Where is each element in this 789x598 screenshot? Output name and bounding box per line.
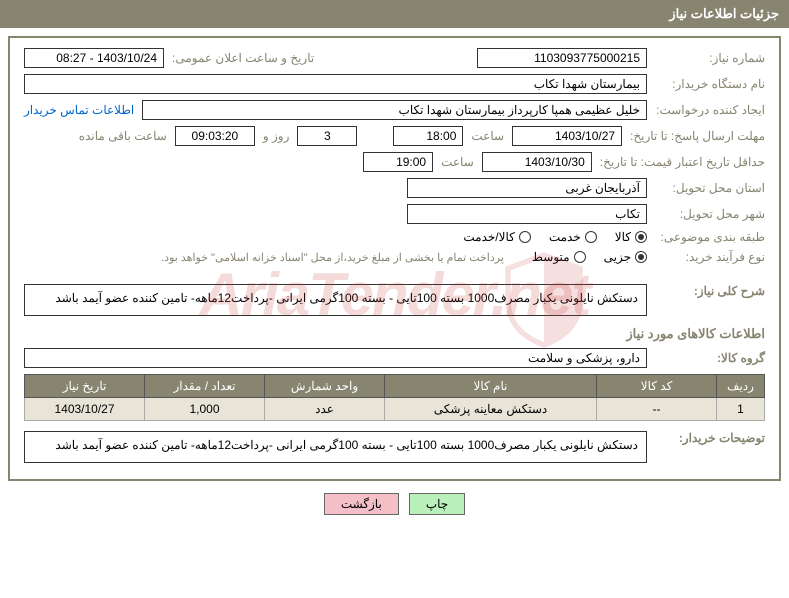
td-row: 1 xyxy=(717,398,765,421)
price-valid-time-label: ساعت xyxy=(441,155,474,169)
row-requester: ایجاد کننده درخواست: خلیل عظیمی همپا کار… xyxy=(24,100,765,120)
radio-medium-label: متوسط xyxy=(532,250,570,264)
group-label: گروه کالا: xyxy=(655,351,765,365)
main-container: شماره نیاز: 1103093775000215 تاریخ و ساع… xyxy=(8,36,781,481)
items-table: ردیف کد کالا نام کالا واحد شمارش تعداد /… xyxy=(24,374,765,421)
remaining-label: ساعت باقی مانده xyxy=(79,129,167,143)
radio-item-medium[interactable]: متوسط xyxy=(532,250,586,264)
radio-service[interactable] xyxy=(585,231,597,243)
buyer-notes-label: توضیحات خریدار: xyxy=(655,431,765,445)
remaining-time-field: 09:03:20 xyxy=(175,126,255,146)
category-label: طبقه بندی موضوعی: xyxy=(655,230,765,244)
summary-text: دستکش نایلونی یکبار مصرف1000 بسته 100تای… xyxy=(24,284,647,316)
td-qty: 1,000 xyxy=(145,398,265,421)
row-summary: شرح کلی نیاز: دستکش نایلونی یکبار مصرف10… xyxy=(24,284,765,316)
buy-process-label: نوع فرآیند خرید: xyxy=(655,250,765,264)
need-number-field: 1103093775000215 xyxy=(477,48,647,68)
th-date: تاریخ نیاز xyxy=(25,375,145,398)
province-field: آذربایجان غربی xyxy=(407,178,647,198)
resp-time-label: ساعت xyxy=(471,129,504,143)
row-buyer-org: نام دستگاه خریدار: بیمارستان شهدا تکاب xyxy=(24,74,765,94)
days-and-label: روز و xyxy=(263,129,290,143)
price-valid-time-field: 19:00 xyxy=(363,152,433,172)
announce-dt-field: 1403/10/24 - 08:27 xyxy=(24,48,164,68)
buyer-org-label: نام دستگاه خریدار: xyxy=(655,77,765,91)
radio-item-service[interactable]: خدمت xyxy=(549,230,597,244)
announce-dt-label: تاریخ و ساعت اعلان عمومی: xyxy=(172,51,314,65)
radio-goods[interactable] xyxy=(635,231,647,243)
radio-item-goods[interactable]: کالا xyxy=(615,230,647,244)
row-buyer-notes: توضیحات خریدار: دستکش نایلونی یکبار مصرف… xyxy=(24,431,765,463)
days-field: 3 xyxy=(297,126,357,146)
items-section-title: اطلاعات کالاهای مورد نیاز xyxy=(24,326,765,342)
table-header-row: ردیف کد کالا نام کالا واحد شمارش تعداد /… xyxy=(25,375,765,398)
process-radio-group: جزیی متوسط xyxy=(532,250,647,264)
price-valid-label: حداقل تاریخ اعتبار قیمت: تا تاریخ: xyxy=(600,155,765,169)
radio-service-label: خدمت xyxy=(549,230,581,244)
payment-note: پرداخت تمام یا بخشی از مبلغ خرید،از محل … xyxy=(161,251,504,264)
resp-date-field: 1403/10/27 xyxy=(512,126,622,146)
row-price-validity: حداقل تاریخ اعتبار قیمت: تا تاریخ: 1403/… xyxy=(24,152,765,172)
resp-time-field: 18:00 xyxy=(393,126,463,146)
requester-label: ایجاد کننده درخواست: xyxy=(655,103,765,117)
resp-deadline-label: مهلت ارسال پاسخ: تا تاریخ: xyxy=(630,129,765,143)
td-unit: عدد xyxy=(265,398,385,421)
row-buy-process: نوع فرآیند خرید: جزیی متوسط پرداخت تمام … xyxy=(24,250,765,264)
row-city: شهر محل تحویل: تکاب xyxy=(24,204,765,224)
row-response-deadline: مهلت ارسال پاسخ: تا تاریخ: 1403/10/27 سا… xyxy=(24,126,765,146)
td-code: -- xyxy=(597,398,717,421)
print-button[interactable]: چاپ xyxy=(409,493,465,515)
radio-partial-label: جزیی xyxy=(604,250,631,264)
row-need-number: شماره نیاز: 1103093775000215 تاریخ و ساع… xyxy=(24,48,765,68)
buyer-notes-text: دستکش نایلونی یکبار مصرف1000 بسته 100تای… xyxy=(24,431,647,463)
city-field: تکاب xyxy=(407,204,647,224)
buyer-org-field: بیمارستان شهدا تکاب xyxy=(24,74,647,94)
radio-both-label: کالا/خدمت xyxy=(463,230,514,244)
th-row: ردیف xyxy=(717,375,765,398)
radio-medium[interactable] xyxy=(574,251,586,263)
radio-partial[interactable] xyxy=(635,251,647,263)
td-name: دستکش معاینه پزشکی xyxy=(385,398,597,421)
th-code: کد کالا xyxy=(597,375,717,398)
city-label: شهر محل تحویل: xyxy=(655,207,765,221)
row-province: استان محل تحویل: آذربایجان غربی xyxy=(24,178,765,198)
page-title: جزئیات اطلاعات نیاز xyxy=(669,6,779,21)
td-date: 1403/10/27 xyxy=(25,398,145,421)
radio-goods-label: کالا xyxy=(615,230,631,244)
th-qty: تعداد / مقدار xyxy=(145,375,265,398)
buyer-contact-link[interactable]: اطلاعات تماس خریدار xyxy=(24,103,134,117)
requester-field: خلیل عظیمی همپا کارپرداز بیمارستان شهدا … xyxy=(142,100,647,120)
radio-item-partial[interactable]: جزیی xyxy=(604,250,647,264)
summary-label: شرح کلی نیاز: xyxy=(655,284,765,298)
radio-both[interactable] xyxy=(519,231,531,243)
button-row: چاپ بازگشت xyxy=(0,493,789,515)
th-unit: واحد شمارش xyxy=(265,375,385,398)
province-label: استان محل تحویل: xyxy=(655,181,765,195)
category-radio-group: کالا خدمت کالا/خدمت xyxy=(463,230,647,244)
price-valid-date-field: 1403/10/30 xyxy=(482,152,592,172)
page-header: جزئیات اطلاعات نیاز xyxy=(0,0,789,28)
back-button[interactable]: بازگشت xyxy=(324,493,399,515)
th-name: نام کالا xyxy=(385,375,597,398)
group-field: دارو، پزشکی و سلامت xyxy=(24,348,647,368)
radio-item-both[interactable]: کالا/خدمت xyxy=(463,230,530,244)
row-group: گروه کالا: دارو، پزشکی و سلامت xyxy=(24,348,765,368)
row-category: طبقه بندی موضوعی: کالا خدمت کالا/خدمت xyxy=(24,230,765,244)
table-row: 1 -- دستکش معاینه پزشکی عدد 1,000 1403/1… xyxy=(25,398,765,421)
need-number-label: شماره نیاز: xyxy=(655,51,765,65)
